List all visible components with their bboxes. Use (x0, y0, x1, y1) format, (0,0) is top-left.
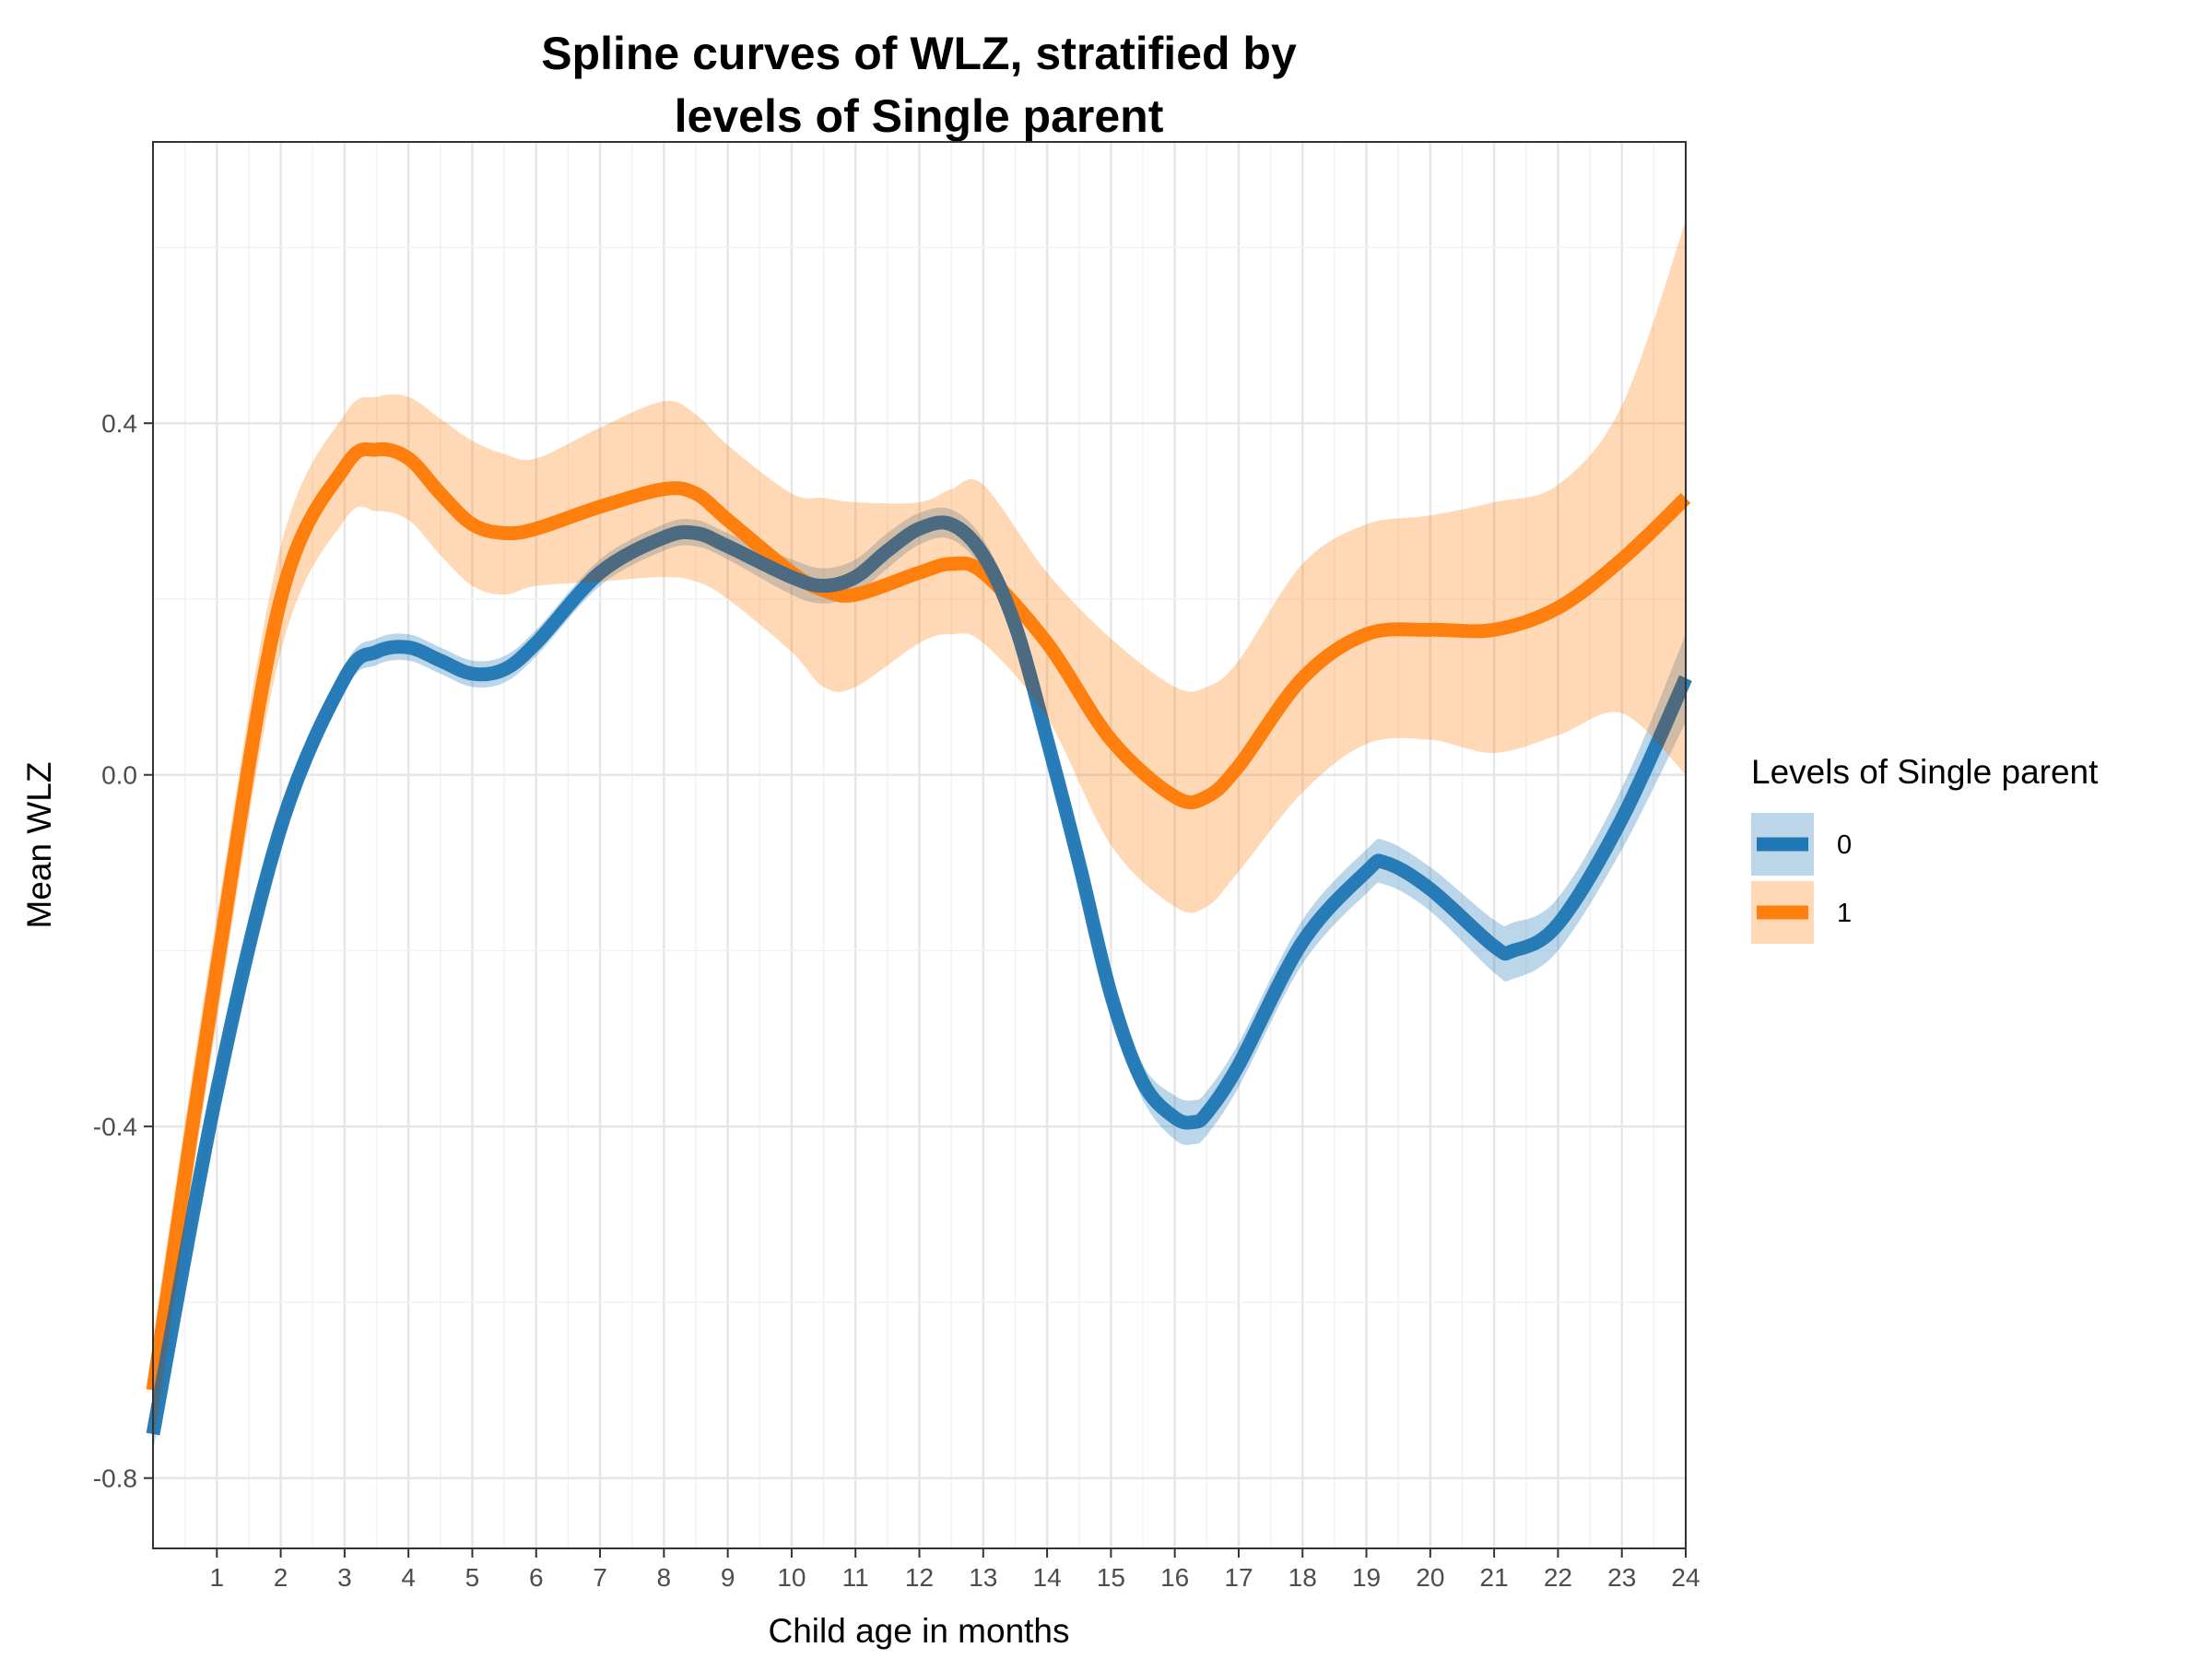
x-tick-label: 9 (721, 1563, 735, 1592)
x-tick-label: 15 (1097, 1563, 1125, 1592)
y-tick-label: 0.4 (101, 409, 137, 438)
legend-title: Levels of Single parent (1751, 753, 2099, 791)
chart-title-line-1: Spline curves of WLZ, stratified by (541, 28, 1297, 79)
x-tick-label: 11 (842, 1563, 869, 1592)
x-tick-label: 20 (1416, 1563, 1444, 1592)
y-axis-title: Mean WLZ (20, 762, 58, 929)
x-tick-label: 16 (1160, 1563, 1189, 1592)
x-axis-title: Child age in months (768, 1612, 1069, 1650)
chart-title-line-2: levels of Single parent (675, 90, 1164, 142)
x-tick-label: 12 (905, 1563, 934, 1592)
x-tick-label: 19 (1352, 1563, 1381, 1592)
x-tick-label: 21 (1480, 1563, 1509, 1592)
x-tick-label: 7 (593, 1563, 607, 1592)
y-tick-label: 0.0 (101, 761, 137, 790)
x-tick-label: 6 (529, 1563, 544, 1592)
legend-label-1: 1 (1837, 899, 1852, 928)
grid-lines (153, 142, 1688, 1548)
y-tick-label: -0.8 (93, 1465, 137, 1493)
y-axis-ticks: -0.8 -0.4 0.0 0.4 (93, 409, 153, 1493)
x-tick-label: 24 (1671, 1563, 1700, 1592)
x-tick-label: 18 (1288, 1563, 1317, 1592)
x-tick-label: 13 (969, 1563, 997, 1592)
x-tick-label: 5 (465, 1563, 480, 1592)
x-tick-label: 14 (1033, 1563, 1062, 1592)
x-tick-label: 10 (777, 1563, 806, 1592)
x-tick-label: 17 (1224, 1563, 1253, 1592)
x-axis-ticks: 1 2 3 4 5 6 7 8 9 10 11 12 13 14 15 16 17 18 19 20 21 22 23 24 (210, 1548, 1700, 1592)
series-lines (146, 441, 1692, 1436)
x-tick-label: 8 (657, 1563, 672, 1592)
legend: 01 (1751, 813, 1852, 944)
x-tick-label: 23 (1607, 1563, 1636, 1592)
x-tick-label: 22 (1544, 1563, 1572, 1592)
legend-label-0: 0 (1837, 830, 1852, 860)
x-tick-label: 3 (337, 1563, 352, 1592)
x-tick-label: 1 (210, 1563, 225, 1592)
y-tick-label: -0.4 (93, 1112, 137, 1141)
x-tick-label: 4 (401, 1563, 416, 1592)
x-tick-label: 2 (274, 1563, 288, 1592)
